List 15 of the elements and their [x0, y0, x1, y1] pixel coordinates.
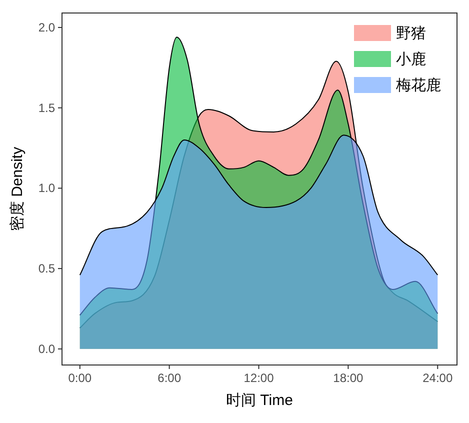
legend-label: 野猪 — [396, 25, 426, 42]
y-tick-label: 1.0 — [38, 181, 56, 196]
x-tick-label: 18:00 — [333, 371, 364, 385]
legend-label: 梅花鹿 — [395, 77, 441, 94]
x-axis-title: 时间 Time — [226, 392, 293, 409]
x-tick-label: 6:00 — [158, 371, 182, 385]
y-tick-label: 2.0 — [38, 20, 56, 34]
y-tick-label: 0.5 — [38, 262, 56, 276]
y-axis-title: 密度 Density — [9, 146, 26, 232]
legend-label: 小鹿 — [396, 51, 426, 68]
x-tick-label: 12:00 — [244, 371, 274, 385]
x-tick-label: 0:00 — [68, 371, 92, 385]
y-tick-label: 0.0 — [38, 342, 56, 356]
x-tick-label: 24:00 — [422, 371, 453, 385]
y-tick-label: 1.5 — [38, 100, 56, 115]
